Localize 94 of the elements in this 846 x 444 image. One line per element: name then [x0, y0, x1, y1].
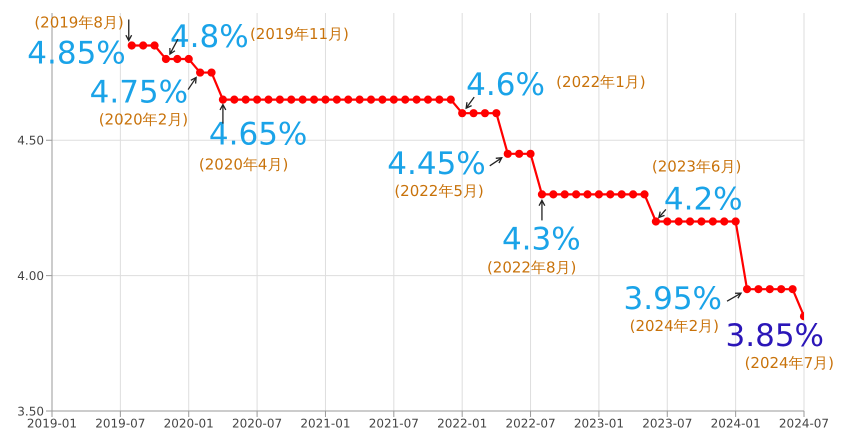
- point: [777, 285, 786, 294]
- point: [332, 96, 341, 104]
- point: [458, 109, 466, 118]
- point: [321, 96, 330, 104]
- point: [742, 285, 752, 294]
- point: [378, 96, 387, 104]
- point: [150, 41, 159, 50]
- x-tick-label: 2020-01: [164, 416, 214, 431]
- x-tick-label: 2020-07: [232, 416, 282, 431]
- point: [276, 96, 284, 104]
- point: [207, 68, 216, 77]
- x-tick-label: 2022-01: [437, 416, 488, 431]
- point: [390, 96, 398, 104]
- annotation: (2020年2月): [98, 110, 188, 129]
- y-tick-label: 4.00: [17, 268, 44, 283]
- x-tick-label: 2023-01: [574, 416, 624, 431]
- point: [720, 217, 728, 226]
- annotation: 4.3%: [502, 221, 581, 258]
- y-tick-label: 4.50: [17, 134, 44, 148]
- y-tick-label: 3.50: [17, 404, 44, 418]
- annotation: 4.75%: [90, 74, 188, 111]
- point: [230, 96, 238, 104]
- x-tick-label: 2024-07: [778, 416, 830, 431]
- point: [504, 150, 512, 158]
- point: [366, 96, 376, 104]
- point: [538, 190, 546, 198]
- point: [401, 96, 410, 104]
- point: [549, 190, 558, 198]
- point: [606, 190, 614, 198]
- point: [697, 217, 706, 226]
- point: [310, 96, 318, 104]
- point: [788, 285, 797, 294]
- x-tick-label: 2022-07: [505, 416, 556, 431]
- annotation: 4.45%: [387, 146, 486, 182]
- point: [754, 285, 763, 294]
- point: [264, 96, 273, 104]
- annotation: (2019年11月): [250, 25, 349, 44]
- point: [480, 109, 490, 118]
- x-tick-label: 2023-07: [642, 416, 692, 431]
- point: [252, 96, 262, 104]
- point: [708, 217, 717, 226]
- point: [674, 217, 683, 226]
- annotation: 4.6%: [466, 67, 545, 104]
- annotation: (2020年4月): [198, 156, 288, 174]
- annotation: 4.2%: [664, 181, 743, 218]
- point: [640, 190, 649, 198]
- point: [652, 217, 660, 226]
- point: [139, 41, 148, 50]
- x-tick-label: 2021-07: [368, 416, 419, 431]
- point: [435, 96, 444, 104]
- annotation: 4.85%: [27, 35, 126, 72]
- point: [218, 96, 228, 104]
- point: [184, 54, 193, 64]
- point: [663, 217, 672, 226]
- annotation: (2024年2月): [630, 317, 720, 336]
- point: [298, 96, 307, 104]
- point: [356, 96, 364, 104]
- annotation: (2022年8月): [486, 258, 576, 276]
- point: [492, 109, 500, 118]
- point: [162, 54, 170, 64]
- point: [583, 190, 592, 198]
- point: [446, 96, 455, 104]
- point: [594, 190, 604, 198]
- point: [572, 190, 580, 198]
- point: [560, 190, 569, 198]
- point: [732, 217, 740, 226]
- point: [424, 96, 432, 104]
- point: [766, 285, 774, 294]
- point: [526, 150, 535, 158]
- point: [287, 96, 296, 104]
- annotation: (2022年1月): [556, 73, 646, 92]
- annotation: (2024年7月): [744, 354, 834, 372]
- x-tick-label: 2019-07: [95, 416, 146, 431]
- point: [515, 150, 524, 158]
- point: [618, 190, 626, 198]
- annotation: 4.8%: [170, 19, 249, 56]
- annotation: (2023年6月): [652, 157, 742, 176]
- annotation: 3.85%: [726, 318, 824, 354]
- x-tick-label: 2024-01: [710, 416, 761, 431]
- annotation: (2022年5月): [394, 182, 484, 200]
- point: [686, 217, 694, 226]
- point: [344, 96, 352, 104]
- x-tick-label: 2021-01: [300, 416, 351, 431]
- annotation: 4.65%: [208, 116, 308, 153]
- annotation: 3.95%: [624, 281, 722, 318]
- point: [128, 41, 136, 50]
- annotation: (2019年8月): [34, 13, 124, 32]
- point: [412, 96, 421, 104]
- point: [173, 54, 182, 64]
- point: [469, 109, 478, 118]
- x-tick-label: 2019-01: [26, 416, 78, 431]
- point: [242, 96, 250, 104]
- point: [628, 190, 638, 198]
- point: [196, 68, 204, 77]
